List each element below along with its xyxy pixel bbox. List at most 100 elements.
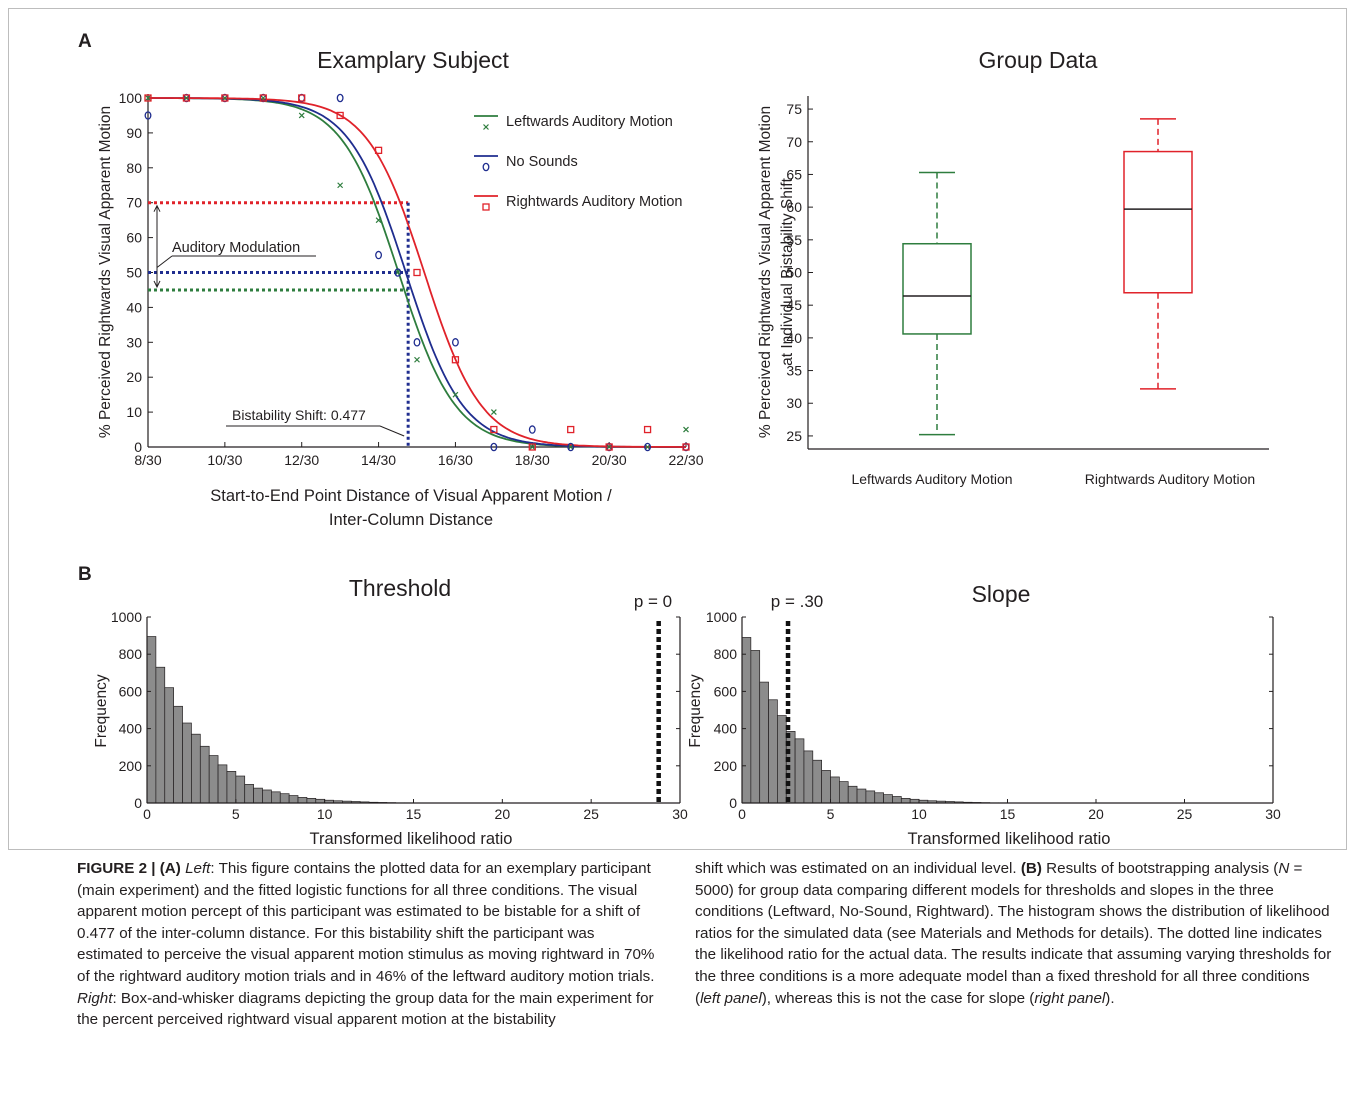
histogram-bar xyxy=(768,699,778,804)
x-tick-label: 0 xyxy=(738,806,746,822)
histogram-bar xyxy=(208,755,219,804)
y-tick-label: 0 xyxy=(134,439,142,455)
caption-run: FIGURE 2 | (A) xyxy=(77,860,181,877)
data-point-x xyxy=(529,444,536,450)
caption-run: Right xyxy=(77,989,113,1007)
data-point-square xyxy=(413,268,421,277)
y-axis-label-line-2: at Individual Bistability Shift xyxy=(779,177,796,366)
y-tick-label: 40 xyxy=(786,330,802,346)
histogram-bar xyxy=(182,722,192,804)
annotation-leader xyxy=(379,425,405,437)
data-point-square xyxy=(259,94,267,102)
x-tick-label: 10/30 xyxy=(207,452,242,468)
histogram-bar xyxy=(288,795,299,804)
data-point-x xyxy=(260,95,267,101)
slope-histogram: Slope Frequency Transformed likelihood r… xyxy=(687,581,1281,848)
legend-label: No Sounds xyxy=(506,154,578,170)
histogram-bar xyxy=(199,745,210,804)
data-point-square xyxy=(336,111,344,120)
data-point-square xyxy=(528,443,536,451)
histogram-bar xyxy=(830,776,840,804)
y-tick-label: 80 xyxy=(126,160,142,176)
data-point-square xyxy=(567,425,575,434)
legend-label: Rightwards Auditory Motion xyxy=(506,194,683,210)
data-point-x xyxy=(452,391,459,398)
x-axis-label: Transformed likelihood ratio xyxy=(908,830,1111,848)
x-axis-label-line-2: Inter-Column Distance xyxy=(329,511,493,529)
data-point-circle xyxy=(144,111,152,120)
chart-title: Group Data xyxy=(979,47,1098,73)
box xyxy=(1123,150,1193,294)
y-axis-label-line-1: % Perceived Rightwards Visual Apparent M… xyxy=(757,106,774,438)
caption-run: = 5000) for group data comparing differe… xyxy=(695,860,1332,1007)
data-point-circle xyxy=(490,442,498,452)
y-tick-label: 20 xyxy=(126,369,142,385)
figure-svg: A B Examplary Subject % Perceived Rightw… xyxy=(78,31,1281,848)
y-tick-label: 40 xyxy=(126,299,142,315)
data-point-x xyxy=(145,95,151,101)
x-tick-label: 15 xyxy=(406,806,422,822)
histogram-bar xyxy=(759,681,769,804)
data-point-x xyxy=(567,444,574,450)
data-point-x xyxy=(606,444,613,450)
histogram-bar xyxy=(803,750,814,804)
modulation-arrowhead-up xyxy=(153,204,161,212)
p-value-slope: p = .30 xyxy=(771,592,823,611)
data-point-x xyxy=(221,95,228,101)
x-tick-label: 25 xyxy=(583,806,599,822)
histogram-bar xyxy=(847,785,858,804)
y-tick-label: 10 xyxy=(126,404,142,420)
panel-label-b: B xyxy=(78,564,92,585)
data-point-square xyxy=(682,443,690,451)
caption-run: (B) xyxy=(1020,860,1042,877)
histogram-bar xyxy=(253,787,263,804)
x-tick-label: 14/30 xyxy=(361,452,396,468)
histogram-bar xyxy=(217,764,228,804)
data-point-circle xyxy=(413,338,421,347)
histogram-bar xyxy=(244,784,254,804)
histogram-bar xyxy=(297,797,308,804)
data-point-circle xyxy=(336,93,344,103)
threshold-histogram: Threshold Frequency Transformed likeliho… xyxy=(93,575,688,848)
histogram-bar xyxy=(874,792,884,804)
data-point-square xyxy=(221,94,229,102)
y-tick-label: 800 xyxy=(714,646,738,662)
x-tick-label: 22/30 xyxy=(668,452,703,468)
legend-label: Leftwards Auditory Motion xyxy=(506,114,673,130)
data-point-x xyxy=(683,426,689,433)
data-point-square xyxy=(451,356,460,364)
histogram-bar xyxy=(750,650,761,804)
y-tick-label: 100 xyxy=(119,90,143,106)
histogram-bar xyxy=(856,788,867,804)
histogram-bar xyxy=(821,770,831,804)
histogram-bar xyxy=(279,793,290,804)
data-point-x xyxy=(490,409,497,416)
exemplary-subject-chart: Examplary Subject % Perceived Rightwards… xyxy=(97,47,704,529)
x-tick-label: 10 xyxy=(317,806,333,822)
y-tick-label: 400 xyxy=(119,721,143,737)
x-tick-label: 15 xyxy=(1000,806,1016,822)
y-tick-label: 200 xyxy=(119,758,143,774)
annotation-leader xyxy=(156,255,173,268)
y-tick-label: 60 xyxy=(786,199,802,215)
histogram-bar xyxy=(812,759,822,804)
histogram-bar xyxy=(173,705,183,804)
histogram-bar xyxy=(892,796,902,804)
y-tick-label: 600 xyxy=(119,683,143,699)
x-tick-label: 30 xyxy=(1265,806,1281,822)
caption-right-column: shift which was estimated on an individu… xyxy=(695,858,1335,1009)
panel-label-a: A xyxy=(78,31,92,52)
figure-frame xyxy=(8,8,1347,850)
histogram-bar xyxy=(271,791,281,804)
histogram-bar xyxy=(262,789,272,804)
x-tick-label: 18/30 xyxy=(515,452,550,468)
y-tick-label: 800 xyxy=(119,646,143,662)
x-tick-label: 30 xyxy=(672,806,688,822)
x-axis-label: Transformed likelihood ratio xyxy=(310,830,513,848)
histogram-bar xyxy=(794,738,805,804)
data-point-square xyxy=(643,425,652,434)
legend-marker xyxy=(482,162,490,172)
data-point-square xyxy=(490,425,498,434)
x-tick-label: 16/30 xyxy=(438,452,473,468)
